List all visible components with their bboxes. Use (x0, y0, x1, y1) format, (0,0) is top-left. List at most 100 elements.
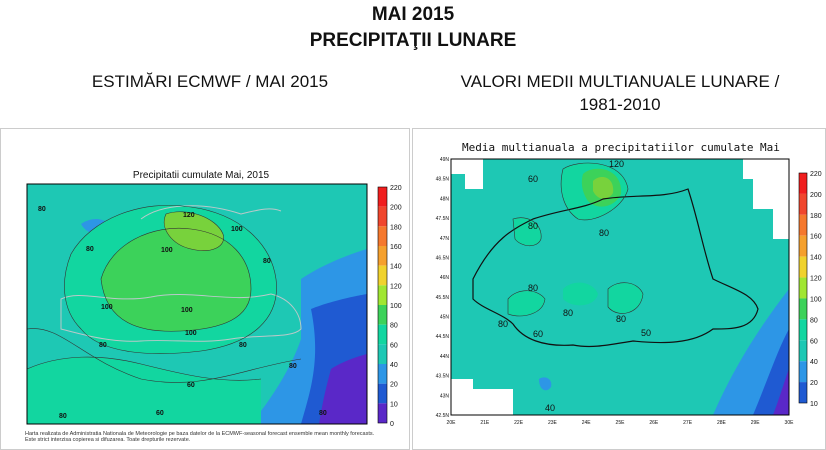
colorbar-swatch (378, 305, 387, 325)
colorbar-tick-label: 180 (390, 224, 402, 231)
lat-tick-label: 46N (440, 275, 450, 281)
colorbar-swatch (799, 361, 807, 383)
right-map-title: Media multianuala a precipitatiilor cumu… (462, 141, 780, 154)
colorbar-frame (377, 186, 388, 424)
colorbar-swatch (799, 173, 807, 194)
contour-label: 80 (99, 342, 107, 349)
left-caption: ESTIMĂRI ECMWF / MAI 2015 (91, 72, 329, 91)
right-contour-labels: 120 60 80 80 80 80 80 80 60 50 40 (498, 159, 651, 413)
contour-label: 60 (156, 410, 164, 417)
lat-tick-label: 47N (440, 236, 450, 242)
colorbar-tick-label: 100 (390, 303, 402, 310)
colorbar-swatch (378, 364, 387, 384)
colorbar-tick-label: 180 (810, 213, 822, 220)
lon-tick-label: 26E (649, 420, 659, 426)
left-contour-labels: 80 80 120 100 100 80 100 100 100 80 80 6… (38, 206, 327, 420)
lon-tick-label: 25E (616, 420, 626, 426)
lat-tick-label: 45N (440, 315, 450, 321)
colorbar-swatch (799, 193, 807, 215)
colorbar-swatch (378, 265, 387, 286)
lat-tick-label: 42.5N (436, 413, 450, 419)
contour-label: 80 (319, 410, 327, 417)
lon-tick-label: 24E (582, 420, 592, 426)
left-footnote-line2: Este strict interzisa copierea si difuza… (25, 437, 191, 443)
colorbar-swatch (378, 226, 387, 246)
contour-label: 80 (289, 363, 297, 370)
colorbar-tick-label: 120 (390, 283, 402, 290)
colorbar-tick-label: 160 (810, 234, 822, 241)
lat-tick-label: 44N (440, 354, 450, 360)
colorbar-tick-label: 0 (390, 421, 394, 428)
colorbar-tick-label: 120 (810, 276, 822, 283)
right-lon-ticks: 20E 21E 22E 23E 24E 25E 26E 27E 28E 29E 30E (447, 420, 795, 426)
contour-label: 60 (533, 329, 543, 339)
lon-tick-label: 20E (447, 420, 457, 426)
colorbar-tick-label: 220 (390, 185, 402, 192)
page-title: MAI 2015 (371, 4, 455, 25)
colorbar-tick-label: 60 (390, 342, 398, 349)
contour-label: 120 (609, 159, 624, 169)
right-colorbar: 220 200 180 160 140 120 100 80 60 40 20 10 (798, 171, 822, 408)
contour-label: 100 (231, 226, 243, 233)
contour-label: 120 (183, 212, 195, 219)
contour-label: 80 (239, 342, 247, 349)
contour-label: 80 (498, 319, 508, 329)
right-caption-line2: 1981-2010 (579, 95, 661, 114)
colorbar-tick-label: 10 (810, 401, 818, 408)
colorbar-tick-label: 100 (810, 296, 822, 303)
right-map-panel: Media multianuala a precipitatiilor cumu… (412, 128, 826, 450)
colorbar-swatch (378, 344, 387, 364)
page-subtitle: PRECIPITAŢII LUNARE (309, 30, 517, 51)
lon-tick-label: 30E (785, 420, 795, 426)
lat-tick-label: 45.5N (436, 295, 450, 301)
colorbar-swatch (799, 340, 807, 362)
contour-label: 80 (263, 258, 271, 265)
contour-label: 40 (545, 403, 555, 413)
colorbar-swatch (799, 319, 807, 341)
contour-label: 80 (59, 413, 67, 420)
colorbar-tick-label: 60 (810, 338, 818, 345)
contour-label: 80 (616, 314, 626, 324)
colorbar-tick-label: 20 (390, 382, 398, 389)
lon-tick-label: 22E (514, 420, 524, 426)
colorbar-tick-label: 160 (390, 244, 402, 251)
colorbar-tick-label: 200 (810, 192, 822, 199)
lat-tick-label: 43.5N (436, 374, 450, 380)
right-caption-line1: VALORI MEDII MULTIANUALE LUNARE / (460, 72, 780, 91)
colorbar-tick-label: 140 (390, 264, 402, 271)
colorbar-tick-label: 200 (390, 205, 402, 212)
colorbar-swatch (799, 256, 807, 278)
right-map-field: 120 60 80 80 80 80 80 80 60 50 40 (450, 158, 790, 416)
left-map: Precipitatii cumulate Mai, 2015 (1, 129, 409, 449)
lat-tick-label: 46.5N (436, 255, 450, 261)
lon-tick-label: 23E (548, 420, 558, 426)
colorbar-swatch (799, 382, 807, 403)
contour-label: 80 (563, 308, 573, 318)
contour-label: 80 (599, 228, 609, 238)
colorbar-swatch (378, 324, 387, 345)
colorbar-tick-label: 140 (810, 255, 822, 262)
colorbar-swatch (799, 214, 807, 236)
contour-label: 100 (101, 304, 113, 311)
contour-label: 100 (185, 330, 197, 337)
colorbar-tick-label: 80 (390, 323, 398, 330)
right-map: Media multianuala a precipitatiilor cumu… (413, 129, 825, 449)
left-map-panel: Precipitatii cumulate Mai, 2015 (0, 128, 410, 450)
contour-label: 100 (181, 307, 193, 314)
lat-tick-label: 43N (440, 393, 450, 399)
colorbar-swatch (378, 285, 387, 305)
colorbar-swatch (378, 383, 387, 404)
colorbar-swatch (378, 206, 387, 227)
contour-label: 60 (528, 174, 538, 184)
colorbar-swatch (378, 403, 387, 423)
lon-tick-label: 28E (717, 420, 727, 426)
colorbar-tick-label: 40 (810, 359, 818, 366)
colorbar-swatch (799, 277, 807, 299)
contour-label: 60 (187, 382, 195, 389)
colorbar-tick-label: 10 (390, 401, 398, 408)
colorbar-swatch (799, 235, 807, 257)
lat-tick-label: 49N (440, 157, 450, 163)
lon-tick-label: 29E (751, 420, 761, 426)
colorbar-tick-label: 220 (810, 171, 822, 178)
lon-tick-label: 21E (480, 420, 490, 426)
